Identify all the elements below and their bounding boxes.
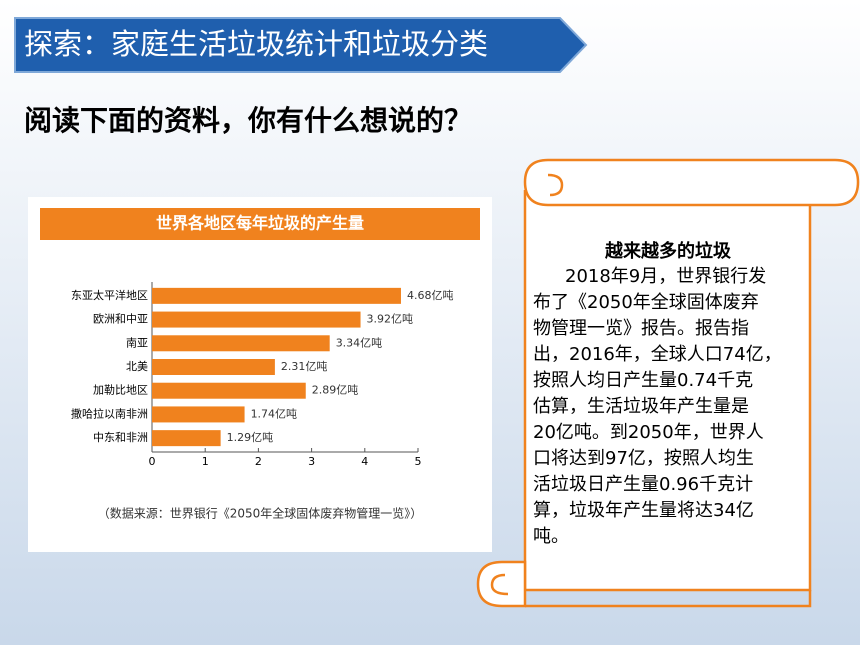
bar: [152, 382, 306, 399]
prompt: 阅读下面的资料，你有什么想说的？: [24, 104, 472, 137]
scroll-line: 2018年9月，世界银行发: [565, 266, 766, 287]
x-tick-label: 0: [149, 455, 156, 468]
scroll-curl: [490, 573, 509, 596]
chart-note: （数据来源：世界银行《2050年全球固体废弃物管理一览》）: [98, 506, 423, 521]
scroll-line: 算，垃圾年产生量将达34亿: [533, 500, 754, 521]
category-label: 中东和非洲: [93, 431, 148, 444]
x-tick-label: 4: [361, 455, 368, 468]
scroll-line: 按照人均日产生量0.74千克: [533, 370, 753, 391]
x-tick-label: 5: [415, 455, 422, 468]
header-title: 探索：家庭生活垃圾统计和垃圾分类: [24, 27, 488, 61]
value-label: 3.34亿吨: [336, 336, 383, 349]
category-label: 欧洲和中亚: [93, 313, 148, 326]
scroll-body: [523, 190, 812, 592]
x-tick-label: 1: [202, 455, 209, 468]
value-label: 1.29亿吨: [227, 431, 273, 444]
scroll-curl: [547, 173, 564, 197]
bar: [152, 406, 245, 423]
chart-title: 世界各地区每年垃圾的产生量: [156, 214, 364, 233]
scroll-title: 越来越多的垃圾: [604, 240, 732, 262]
value-label: 2.89亿吨: [312, 384, 359, 397]
value-label: 2.31亿吨: [281, 360, 328, 373]
header-banner: [14, 17, 588, 73]
bar: [152, 311, 361, 328]
bar: [152, 335, 330, 352]
x-tick-label: 2: [255, 455, 262, 468]
scroll-line: 吨。: [533, 526, 569, 547]
scroll-bottom: [476, 560, 527, 608]
category-label: 撒哈拉以南非洲: [71, 406, 148, 420]
scroll: [476, 158, 860, 608]
bar: [152, 359, 275, 375]
scroll-line: 出，2016年，全球人口74亿，: [533, 344, 782, 365]
category-label: 北美: [126, 360, 148, 373]
scroll-line: 物管理一览》报告。报告指: [533, 318, 749, 339]
scroll-top: [523, 158, 860, 207]
bar: [152, 287, 401, 304]
category-label: 南亚: [126, 336, 148, 349]
scroll-line: 20亿吨。到2050年，世界人: [533, 422, 764, 443]
category-label: 加勒比地区: [93, 384, 148, 397]
scroll-line: 估算，生活垃圾年产生量是: [533, 396, 749, 417]
scroll-line: 口将达到97亿，按照人均生: [533, 448, 754, 469]
bar: [152, 430, 221, 447]
value-label: 1.74亿吨: [251, 407, 298, 420]
x-tick-label: 3: [308, 455, 315, 468]
category-label: 东亚太平洋地区: [71, 288, 148, 302]
chart-title-bar: [40, 208, 480, 240]
value-label: 4.68亿吨: [407, 289, 454, 302]
value-label: 3.92亿吨: [367, 313, 414, 326]
scroll-edge: [525, 590, 812, 608]
scroll-line: 活垃圾日产生量0.96千克计: [533, 474, 753, 495]
scroll-line: 布了《2050年全球固体废弃: [533, 292, 759, 313]
